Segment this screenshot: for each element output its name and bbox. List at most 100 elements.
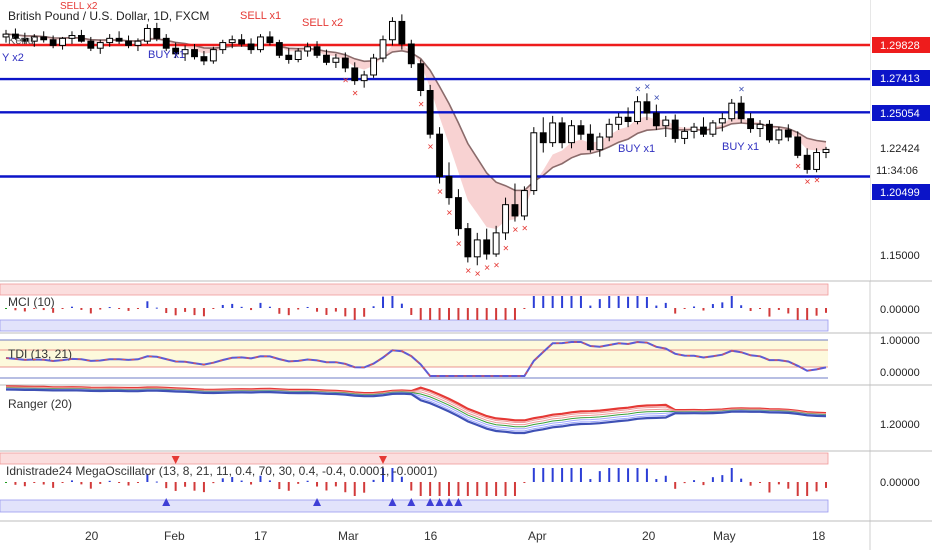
- bear-candle: [445, 175, 453, 199]
- bear-candle: [238, 39, 246, 45]
- sell-signal-marker: ✕: [474, 269, 481, 278]
- mci-bar: [617, 296, 620, 308]
- mega-bar: [759, 482, 762, 483]
- mci-bar: [759, 308, 762, 309]
- ranger-pane[interactable]: Ranger (20) 1.20000: [5, 385, 920, 435]
- bull-candle: [520, 190, 528, 217]
- mci-title: MCI (10): [8, 295, 55, 309]
- price-axis[interactable]: 1.29828 1.27413 1.25054 1.22424 11:34:06…: [872, 37, 930, 262]
- level-price-label: 1.27413: [880, 73, 920, 85]
- bear-candle: [577, 125, 585, 135]
- bull-candle: [681, 130, 689, 139]
- bull-candle: [106, 37, 114, 44]
- mega-bar: [570, 468, 573, 482]
- mega-bar: [787, 482, 790, 489]
- mega-bar: [14, 482, 17, 485]
- mega-bar: [768, 482, 771, 493]
- mci-bar: [231, 303, 234, 308]
- bear-candle: [426, 89, 434, 135]
- mega-bar: [391, 468, 394, 482]
- mega-upper-band: [0, 452, 829, 465]
- mega-bar: [513, 482, 516, 496]
- sell-signal-marker: ✕: [512, 226, 519, 235]
- mega-title: Idnistrade24 MegaOscillator (13, 8, 21, …: [6, 464, 437, 478]
- ranger-band-line: [5, 386, 827, 423]
- mega-bar: [250, 482, 253, 485]
- sell-arrow-icon: [171, 456, 180, 464]
- bear-candle: [407, 43, 415, 65]
- mega-bar: [825, 482, 827, 488]
- sell-signal-marker: ✕: [427, 142, 434, 151]
- mci-bar: [410, 308, 413, 315]
- time-axis[interactable]: 20 Feb 17 Mar 16 Apr 20 May 18: [85, 529, 826, 543]
- mega-bar: [730, 468, 733, 482]
- mci-bar: [589, 305, 592, 308]
- mci-bar: [146, 301, 149, 308]
- bull-candle: [568, 125, 575, 144]
- tdi-pane[interactable]: TDI (13, 21) 1.00000 0.00000: [0, 335, 920, 379]
- mci-pane[interactable]: MCI (10) 0.00000: [0, 283, 920, 332]
- bull-candle: [181, 49, 189, 55]
- bull-candle: [360, 74, 368, 82]
- mega-bar: [136, 482, 139, 483]
- bull-candle: [549, 122, 557, 144]
- mega-bar: [466, 482, 469, 496]
- bear-candle: [200, 56, 208, 62]
- bear-candle: [436, 133, 443, 177]
- mega-bar: [721, 475, 724, 482]
- mci-bar: [118, 308, 121, 309]
- bear-candle: [558, 122, 566, 144]
- sell-signal-marker: ✕: [484, 264, 491, 273]
- mci-bar: [730, 296, 733, 308]
- buy-arrow-icon: [444, 498, 453, 506]
- bear-candle: [483, 239, 491, 255]
- bear-candle: [700, 126, 707, 135]
- bull-candle: [379, 39, 387, 59]
- mega-bar: [165, 482, 168, 489]
- bear-candle: [652, 112, 660, 127]
- mega-bar: [221, 478, 224, 482]
- level-price-label: 1.20499: [880, 187, 920, 199]
- mci-bar: [174, 308, 177, 316]
- mega-bar: [202, 482, 205, 493]
- mci-bar: [608, 296, 611, 308]
- mci-bar: [278, 308, 281, 314]
- mega-bar: [806, 482, 809, 496]
- bull-candle: [690, 126, 698, 132]
- bull-candle: [492, 232, 500, 255]
- bear-candle: [162, 37, 170, 49]
- bull-candle: [822, 148, 830, 154]
- mci-bar: [287, 308, 290, 316]
- mci-bar: [683, 308, 686, 309]
- mci-bar: [391, 296, 394, 308]
- signal-buy-label: BUY x1: [148, 49, 185, 61]
- mega-bar: [579, 468, 582, 482]
- mega-bar: [80, 482, 83, 485]
- bar-countdown-label: 11:34:06: [876, 165, 918, 177]
- mega-bar: [306, 480, 309, 482]
- mega-bar: [627, 468, 630, 482]
- mega-bar: [212, 482, 215, 484]
- sell-signal-marker: ✕: [342, 76, 349, 85]
- buy-arrow-icon: [388, 498, 397, 506]
- bear-candle: [464, 228, 472, 258]
- mci-bar: [268, 306, 271, 308]
- bull-candle: [813, 152, 820, 170]
- bull-candle: [2, 33, 10, 38]
- bear-candle: [737, 102, 745, 120]
- mci-bar: [579, 296, 582, 308]
- sell-signal-marker: ✕: [795, 162, 802, 171]
- mega-bar: [23, 482, 26, 487]
- mci-bar: [815, 308, 818, 316]
- bear-candle: [323, 54, 330, 63]
- mega-bar: [796, 482, 799, 496]
- mega-oscillator-pane[interactable]: Idnistrade24 MegaOscillator (13, 8, 21, …: [0, 452, 920, 513]
- buy-arrow-icon: [454, 498, 463, 506]
- price-pane[interactable]: ✕✕✕✕✕✕ ✕✕ ✕✕✕ ✕✕✕✕✕ ✕✕ ✕✕✕ British Pound / U.…: [0, 0, 870, 281]
- sell-signal-marker: ✕: [465, 266, 472, 275]
- level-price-badge: [872, 70, 930, 86]
- mega-bar: [457, 482, 460, 496]
- mci-bar: [513, 308, 516, 320]
- mci-bar: [787, 308, 790, 314]
